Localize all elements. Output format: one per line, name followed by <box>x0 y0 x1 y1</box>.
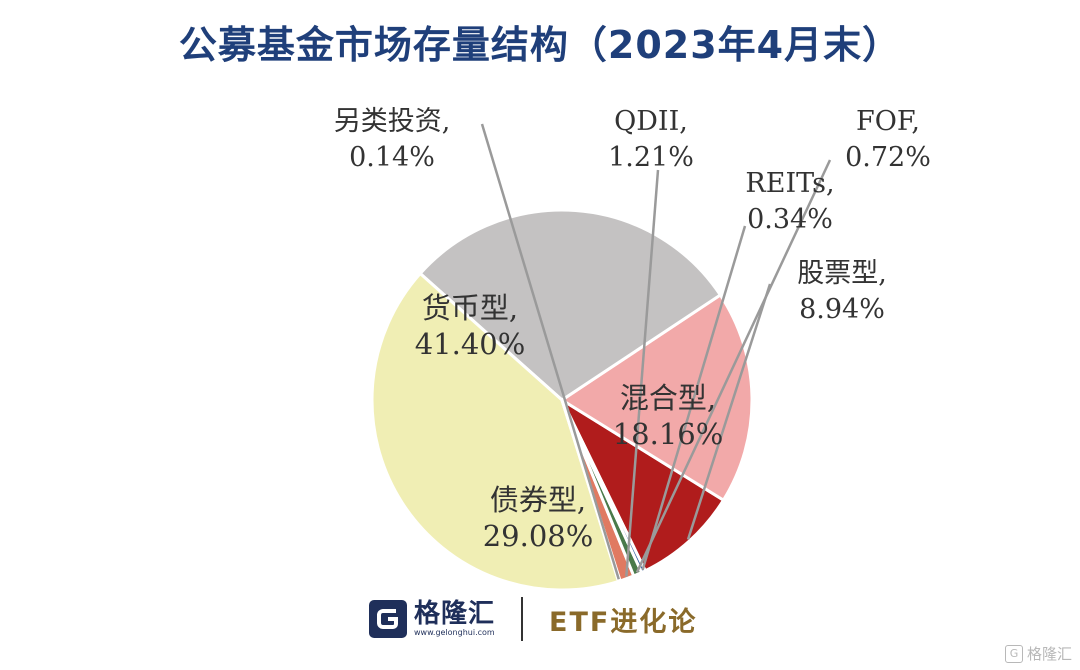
leader-line-7 <box>635 159 832 573</box>
chart-title: 公募基金市场存量结构（2023年4月末） <box>178 23 902 67</box>
logo-text: 格隆汇 www.gelonghui.com <box>414 600 495 638</box>
slice-value-5: 0.14% <box>349 142 435 173</box>
slice-label-6: QDII, 1.21% <box>608 106 694 173</box>
pie-slice-4 <box>370 271 621 592</box>
slice-name-2: 混合型, <box>620 381 716 415</box>
slice-name-8: REITs, <box>745 168 834 199</box>
leader-line-5 <box>480 123 620 580</box>
watermark: G 格隆汇 <box>1004 643 1072 664</box>
slice-name-1: 股票型, <box>797 258 887 289</box>
watermark-logo-icon: G <box>1004 644 1023 663</box>
logo-name: 格隆汇 <box>414 599 496 629</box>
pie-slice-1 <box>558 395 726 573</box>
pie-slice-3 <box>418 208 723 402</box>
slice-name-5: 另类投资, <box>334 106 451 137</box>
slice-value-7: 0.72% <box>845 142 931 173</box>
leader-line-6 <box>625 169 660 577</box>
footer-brand: ETF进化论 <box>549 606 698 638</box>
slice-name-6: QDII, <box>614 106 688 137</box>
slice-label-2: 混合型, 18.16% <box>613 381 724 451</box>
gelonghui-logo-icon <box>369 600 407 638</box>
pie-slice-2 <box>559 292 754 503</box>
slice-value-3: 29.08% <box>483 519 594 553</box>
slice-label-1: 股票型, 8.94% <box>797 258 887 325</box>
slice-label-8: REITs, 0.34% <box>745 168 834 235</box>
slice-value-4: 41.40% <box>415 327 526 361</box>
footer-divider <box>521 597 524 641</box>
slice-name-7: FOF, <box>856 106 920 137</box>
slice-label-5: 另类投资, 0.14% <box>334 106 451 173</box>
watermark-text: 格隆汇 <box>1026 645 1072 663</box>
slice-name-3: 债券型, <box>490 483 586 517</box>
slice-label-4: 货币型, 41.40% <box>415 291 526 361</box>
slice-name-4: 货币型, <box>422 291 518 325</box>
slice-label-7: FOF, 0.72% <box>845 106 931 173</box>
footer: 格隆汇 www.gelonghui.com ETF进化论 <box>368 592 697 646</box>
leader-line-1 <box>686 283 772 540</box>
slice-value-1: 8.94% <box>799 294 885 325</box>
slice-value-2: 18.16% <box>613 417 724 451</box>
slice-value-6: 1.21% <box>608 142 694 173</box>
pie-slice-8 <box>560 399 648 575</box>
slice-label-3: 债券型, 29.08% <box>483 483 594 553</box>
slice-value-8: 0.34% <box>747 204 833 235</box>
leader-line-8 <box>641 225 747 571</box>
logo-url: www.gelonghui.com <box>414 628 495 637</box>
